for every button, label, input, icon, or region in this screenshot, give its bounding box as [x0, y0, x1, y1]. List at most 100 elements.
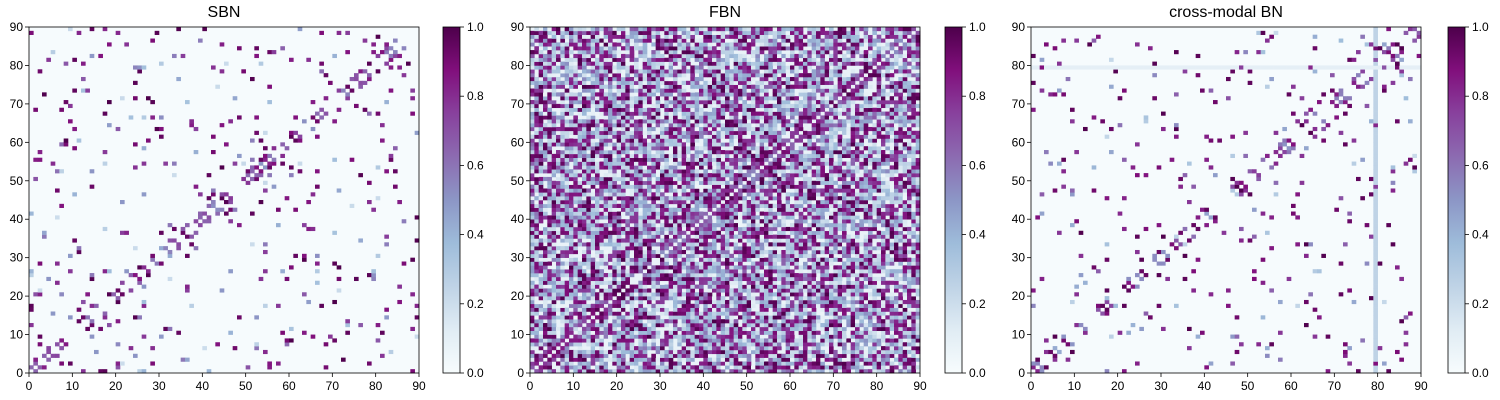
heatmap-cell: [551, 226, 557, 232]
heatmap-cell: [677, 249, 682, 255]
heatmap-cell: [621, 303, 626, 308]
heatmap-cell: [612, 188, 617, 193]
heatmap-cell: [846, 319, 851, 324]
heatmap-cell: [785, 230, 791, 235]
heatmap-cell: [616, 184, 622, 189]
heatmap-cell: [837, 269, 843, 274]
heatmap-cell: [811, 230, 817, 235]
heatmap-cell: [85, 292, 90, 297]
heatmap-cell: [759, 315, 765, 320]
heatmap-cell: [694, 200, 700, 205]
heatmap-cell: [742, 230, 747, 235]
heatmap-cell: [206, 369, 212, 374]
heatmap-cell: [803, 192, 808, 197]
heatmap-cell: [729, 169, 734, 174]
heatmap-cell: [577, 223, 583, 228]
heatmap-cell: [690, 219, 695, 224]
heatmap-cell: [629, 353, 635, 358]
heatmap-cell: [850, 319, 856, 324]
heatmap-cell: [824, 249, 830, 255]
heatmap-cell: [673, 257, 678, 262]
heatmap-cell: [694, 284, 700, 289]
heatmap-cell: [137, 315, 142, 320]
heatmap-cell: [686, 184, 691, 189]
heatmap-cell: [764, 323, 769, 328]
heatmap-cell: [573, 215, 578, 220]
heatmap-cell: [690, 184, 695, 189]
heatmap-cell: [764, 330, 769, 335]
heatmap-cell: [560, 180, 565, 185]
heatmap-cell: [846, 196, 851, 201]
heatmap-cell: [115, 296, 121, 301]
heatmap-cell: [794, 246, 799, 251]
heatmap-cell: [267, 161, 272, 166]
heatmap-cell: [755, 323, 760, 328]
heatmap-cell: [798, 219, 804, 224]
heatmap-cell: [824, 207, 830, 212]
heatmap-cell: [582, 269, 587, 274]
heatmap-cell: [380, 123, 385, 128]
heatmap-cell: [651, 342, 656, 347]
heatmap-cell: [564, 226, 570, 232]
heatmap-cell: [794, 353, 799, 358]
heatmap-cell: [642, 365, 648, 370]
heatmap-cell: [816, 207, 821, 212]
heatmap-cell: [564, 188, 570, 193]
heatmap-cell: [811, 188, 817, 193]
heatmap-cell: [219, 69, 225, 74]
heatmap-cell: [625, 365, 630, 370]
heatmap-cell: [621, 192, 626, 197]
heatmap-cell: [764, 315, 769, 320]
heatmap-cell: [738, 180, 743, 185]
heatmap-cell: [894, 253, 899, 258]
heatmap-cell: [751, 192, 756, 197]
heatmap-cell: [577, 346, 583, 351]
heatmap-cell: [254, 173, 259, 178]
heatmap-cell: [781, 307, 786, 312]
heatmap-cell: [911, 288, 916, 293]
heatmap-cell: [729, 226, 734, 232]
heatmap-cell: [686, 253, 691, 258]
heatmap-cell: [785, 299, 791, 305]
heatmap-cell: [547, 234, 552, 239]
heatmap-cell: [599, 249, 604, 255]
heatmap-cell: [573, 242, 578, 247]
heatmap-cell: [569, 269, 574, 274]
heatmap-cell: [725, 315, 730, 320]
heatmap-cell: [349, 88, 355, 93]
heatmap-cell: [837, 226, 843, 232]
heatmap-cell: [668, 188, 674, 193]
heatmap-cell: [915, 365, 921, 370]
heatmap-cell: [569, 249, 574, 255]
heatmap-cell: [677, 226, 682, 232]
heatmap-cell: [837, 276, 843, 282]
heatmap-cell: [694, 211, 700, 216]
heatmap-cell: [651, 196, 656, 201]
heatmap-cell: [625, 257, 630, 262]
heatmap-cell: [725, 165, 730, 170]
heatmap-cell: [551, 200, 557, 205]
heatmap-cell: [694, 169, 700, 174]
heatmap-cell: [829, 269, 834, 274]
heatmap-cell: [371, 276, 376, 282]
heatmap-cell: [907, 230, 912, 235]
heatmap-cell: [115, 30, 121, 35]
heatmap-cell: [569, 280, 574, 285]
heatmap-cell: [534, 211, 539, 216]
heatmap-cell: [712, 246, 717, 251]
heatmap-cell: [651, 330, 656, 335]
heatmap-cell: [850, 284, 856, 289]
heatmap-cell: [824, 211, 830, 216]
heatmap-cell: [855, 192, 860, 197]
heatmap-cell: [677, 353, 682, 358]
heatmap-cell: [582, 215, 587, 220]
heatmap-cell: [707, 296, 713, 301]
heatmap-cell: [729, 353, 734, 358]
heatmap-cell: [616, 319, 622, 324]
heatmap-cell: [833, 203, 838, 208]
heatmap-cell: [907, 292, 912, 297]
heatmap-cell: [673, 230, 678, 235]
heatmap-cell: [595, 196, 600, 201]
heatmap-cell: [621, 273, 626, 278]
heatmap-cell: [872, 203, 877, 208]
